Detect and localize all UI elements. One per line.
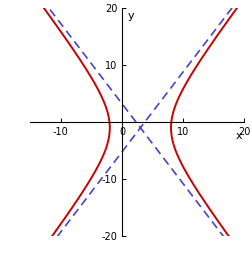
Text: y: y xyxy=(128,11,135,21)
Text: x: x xyxy=(235,131,242,141)
